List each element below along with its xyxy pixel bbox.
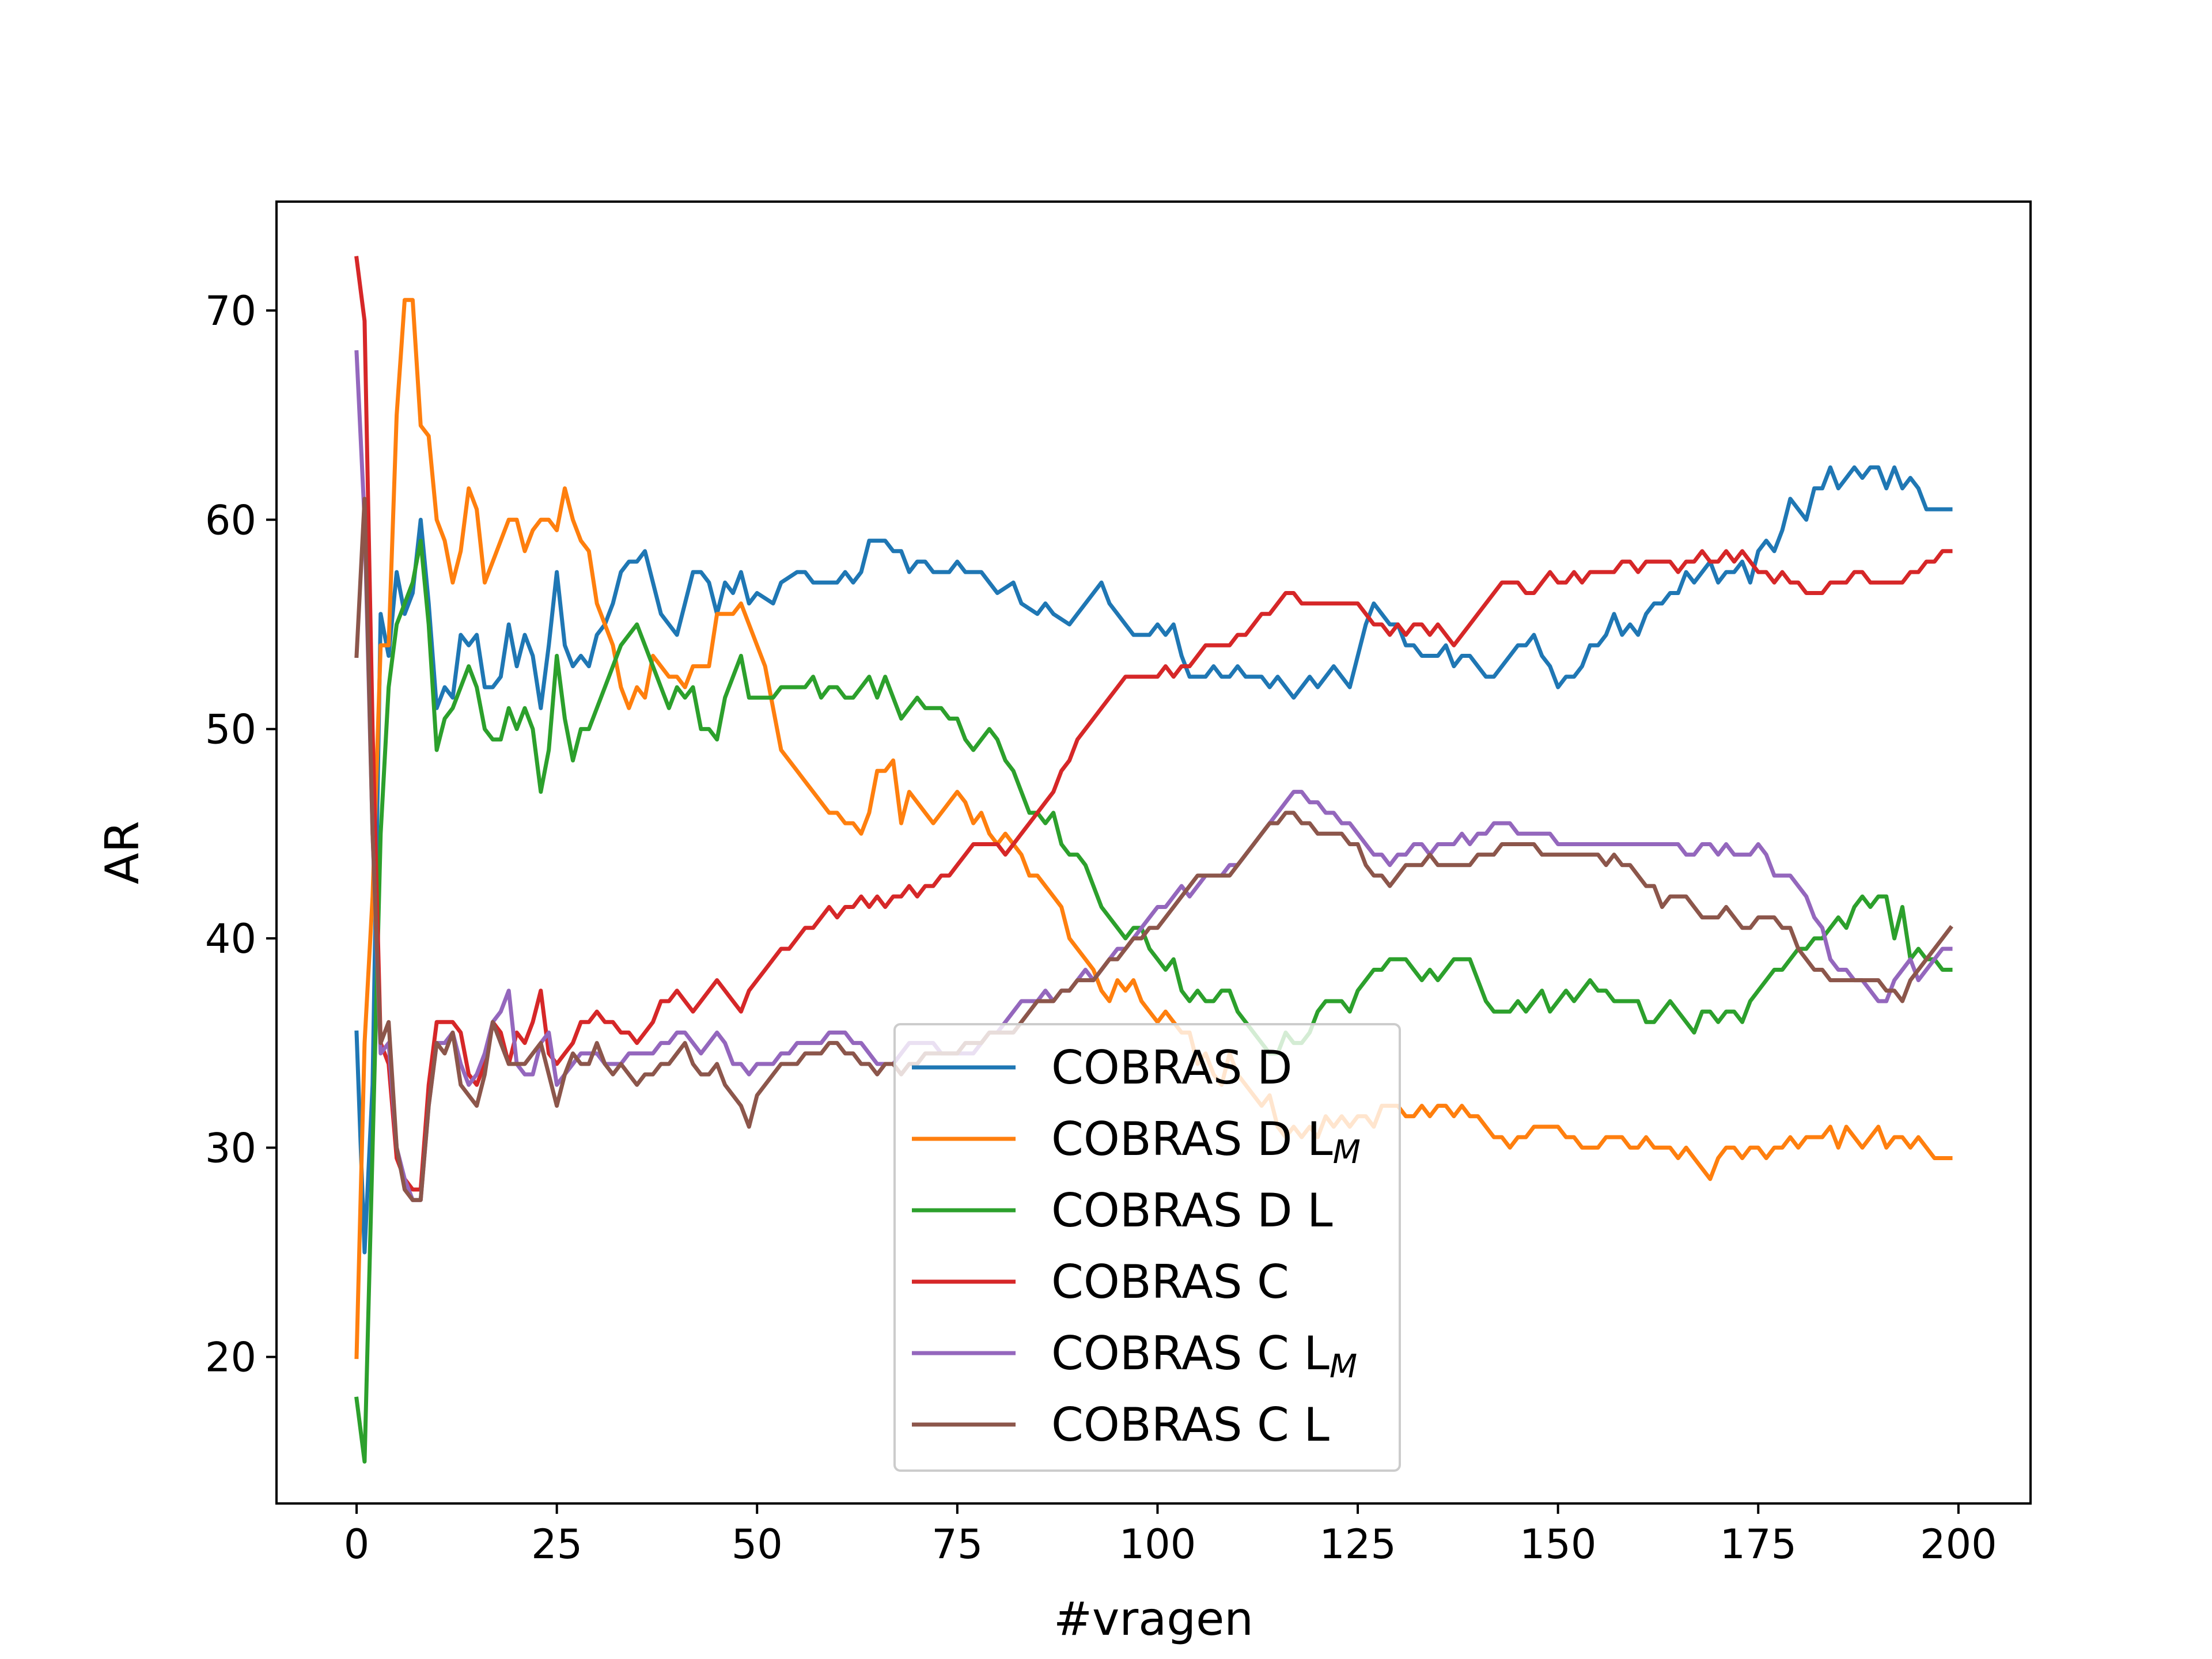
plot-frame (275, 200, 2032, 1505)
series-line-5 (354, 350, 1953, 1202)
series-layer (354, 256, 1953, 1464)
y-tick-label: 20 (205, 1334, 256, 1381)
x-tick-label: 125 (1319, 1521, 1396, 1568)
x-axis-label: #vragen (1054, 1592, 1253, 1646)
x-axis: 0 25 50 75 100 125 150 175 200 (344, 1503, 1997, 1568)
legend-label-4: COBRAS C (1051, 1255, 1289, 1309)
x-tick-label: 200 (1920, 1521, 1997, 1568)
y-axis: 20 30 40 50 60 70 (205, 287, 276, 1381)
series-line-2 (354, 298, 1953, 1359)
legend-label-2: COBRAS D LM (1051, 1112, 1361, 1171)
y-tick-label: 30 (205, 1124, 256, 1172)
y-tick-label: 70 (205, 287, 256, 335)
legend-label-5: COBRAS C LM (1051, 1327, 1357, 1385)
y-tick-label: 40 (205, 915, 256, 963)
x-tick-label: 50 (732, 1521, 783, 1568)
x-tick-label: 0 (344, 1521, 370, 1568)
y-tick-label: 50 (205, 706, 256, 753)
legend: COBRAS D COBRAS D LM COBRAS D L COBRAS C COB… (893, 1023, 1401, 1472)
legend-subscript: M (1333, 1134, 1361, 1171)
legend-label-1: COBRAS D (1051, 1041, 1293, 1094)
y-axis-label: AR (96, 821, 149, 884)
legend-box (893, 1023, 1401, 1472)
x-tick-label: 150 (1520, 1521, 1597, 1568)
x-tick-label: 25 (531, 1521, 582, 1568)
y-tick-label: 60 (205, 497, 256, 544)
series-line-3 (354, 539, 1953, 1464)
legend-subscript: M (1330, 1348, 1357, 1385)
x-tick-label: 175 (1719, 1521, 1797, 1568)
x-tick-label: 75 (931, 1521, 983, 1568)
series-line-4 (354, 256, 1953, 1192)
legend-label-6: COBRAS C L (1051, 1398, 1330, 1452)
x-tick-label: 100 (1119, 1521, 1196, 1568)
series-line-6 (354, 497, 1953, 1202)
legend-label-3: COBRAS D L (1051, 1184, 1333, 1237)
